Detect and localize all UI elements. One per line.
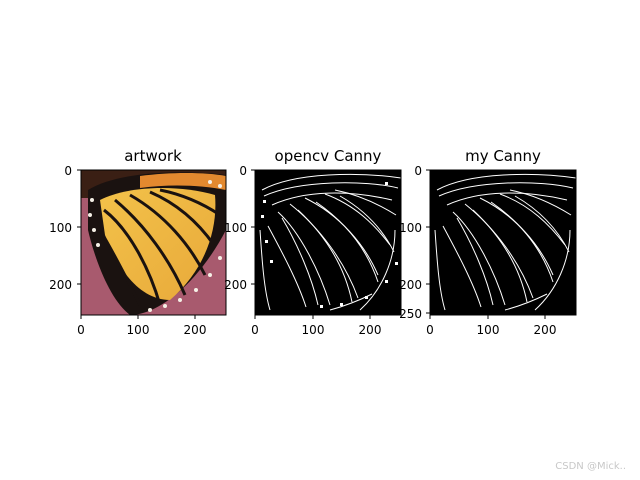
x-tick-label: 100 (302, 323, 325, 337)
y-tick-label: 250 (399, 307, 422, 321)
axes-frame (254, 169, 402, 316)
subplot-my-canny: my Canny (399, 147, 577, 337)
edge-image (430, 170, 576, 315)
x-tick-label: 200 (184, 323, 207, 337)
axes-frame (80, 169, 227, 316)
subplot-title: artwork (124, 147, 182, 165)
subplot-opencv-canny: opencv Canny (224, 147, 402, 337)
y-ticks: 0 100 200 (49, 164, 81, 292)
butterfly-image (81, 170, 226, 315)
x-tick-label: 0 (77, 323, 85, 337)
y-ticks: 0 100 200 250 (399, 164, 430, 321)
y-tick-label: 0 (64, 164, 72, 178)
y-tick-label: 100 (399, 221, 422, 235)
edge-image (255, 170, 401, 315)
y-tick-label: 0 (414, 164, 422, 178)
x-tick-label: 100 (477, 323, 500, 337)
x-tick-label: 200 (534, 323, 557, 337)
x-ticks: 0 100 200 (77, 315, 206, 337)
y-tick-label: 200 (49, 278, 72, 292)
x-tick-label: 100 (127, 323, 150, 337)
y-tick-label: 0 (239, 164, 247, 178)
axes-frame (429, 169, 577, 316)
watermark: CSDN @Mick.. (555, 461, 626, 472)
y-tick-label: 100 (49, 221, 72, 235)
subplot-artwork: artwork (49, 147, 227, 337)
x-ticks: 0 100 200 (251, 315, 381, 337)
y-ticks: 0 100 200 (224, 164, 255, 292)
y-tick-label: 200 (399, 278, 422, 292)
subplot-title: my Canny (465, 147, 541, 165)
x-tick-label: 200 (359, 323, 382, 337)
y-tick-label: 200 (224, 278, 247, 292)
x-tick-label: 0 (251, 323, 259, 337)
x-ticks: 0 100 200 (426, 315, 556, 337)
x-tick-label: 0 (426, 323, 434, 337)
y-tick-label: 100 (224, 221, 247, 235)
subplot-title: opencv Canny (275, 147, 382, 165)
